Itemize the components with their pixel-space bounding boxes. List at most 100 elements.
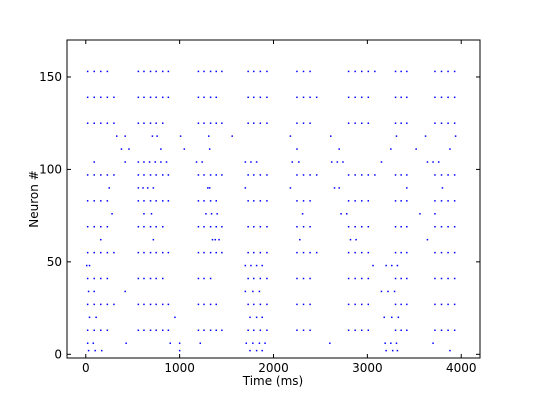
spike [209, 174, 212, 176]
spike [453, 225, 456, 228]
spike [266, 96, 268, 99]
spike [329, 342, 331, 344]
spike [155, 96, 157, 99]
spike [406, 70, 408, 73]
y-axis-label: Neuron # [27, 170, 41, 227]
spike [93, 161, 95, 163]
spike [161, 225, 164, 228]
spike [259, 122, 262, 124]
spike [143, 200, 145, 202]
spike [143, 225, 145, 228]
spike [296, 122, 298, 124]
spike [143, 329, 145, 332]
spike [302, 251, 305, 254]
spike [406, 329, 408, 332]
spike [137, 303, 140, 306]
spike [149, 329, 152, 332]
spike [296, 70, 298, 73]
spike [209, 225, 212, 228]
spike [453, 122, 456, 124]
spike [93, 277, 95, 280]
spike [447, 329, 449, 332]
spike [302, 174, 305, 176]
spike [169, 342, 171, 344]
spike [453, 96, 456, 99]
spike [221, 329, 223, 332]
spike [128, 148, 130, 150]
spike [100, 225, 102, 228]
spike [253, 96, 255, 99]
spike [434, 96, 436, 99]
spike [400, 277, 402, 280]
spike [395, 135, 398, 137]
spike [203, 329, 205, 332]
spike [100, 277, 102, 280]
spike [93, 225, 95, 228]
spike [203, 174, 205, 176]
spike [203, 277, 205, 280]
spike [92, 342, 95, 344]
spike [367, 251, 370, 254]
spike [400, 303, 402, 306]
spike [174, 316, 176, 319]
spike [215, 200, 217, 202]
spike [214, 238, 217, 241]
spike [360, 96, 363, 99]
spike [247, 225, 249, 228]
spike [148, 161, 151, 163]
spike [161, 303, 164, 306]
spike [440, 200, 443, 202]
spike [434, 303, 436, 306]
spike [106, 200, 109, 202]
spike [266, 174, 268, 176]
spike [86, 225, 89, 228]
spike [347, 174, 350, 176]
spike [111, 213, 113, 215]
spike [394, 251, 397, 254]
spike [100, 251, 102, 254]
spike [137, 96, 140, 99]
spike [252, 342, 254, 344]
spike [296, 251, 298, 254]
spike [197, 96, 200, 99]
spike [106, 122, 109, 124]
spike [207, 135, 210, 137]
spike [95, 316, 97, 319]
spike [296, 96, 298, 99]
spike [155, 174, 157, 176]
spike [354, 303, 356, 306]
spike [108, 187, 110, 189]
spike [253, 200, 255, 202]
spike [367, 96, 370, 99]
spike [360, 303, 363, 306]
spike [106, 251, 109, 254]
spike [113, 96, 115, 99]
spike [266, 122, 268, 124]
spike [453, 70, 456, 73]
spike [247, 70, 249, 73]
spike [394, 225, 397, 228]
spike [143, 277, 145, 280]
spike [88, 264, 91, 267]
spike [215, 70, 217, 73]
spike [309, 225, 311, 228]
spike [137, 161, 140, 163]
spike [215, 122, 217, 124]
spike [124, 161, 126, 163]
spike [146, 187, 149, 189]
spike [215, 174, 217, 176]
spike [245, 342, 248, 344]
spike [347, 225, 350, 228]
spike [143, 251, 145, 254]
spike [86, 122, 89, 124]
spike [261, 316, 263, 319]
spike [203, 251, 205, 254]
spike [197, 303, 200, 306]
spike [197, 277, 200, 280]
spike [330, 161, 333, 163]
spike [400, 122, 402, 124]
spike [333, 187, 336, 189]
spike [210, 213, 213, 215]
spike [367, 329, 370, 332]
spike [432, 342, 434, 344]
